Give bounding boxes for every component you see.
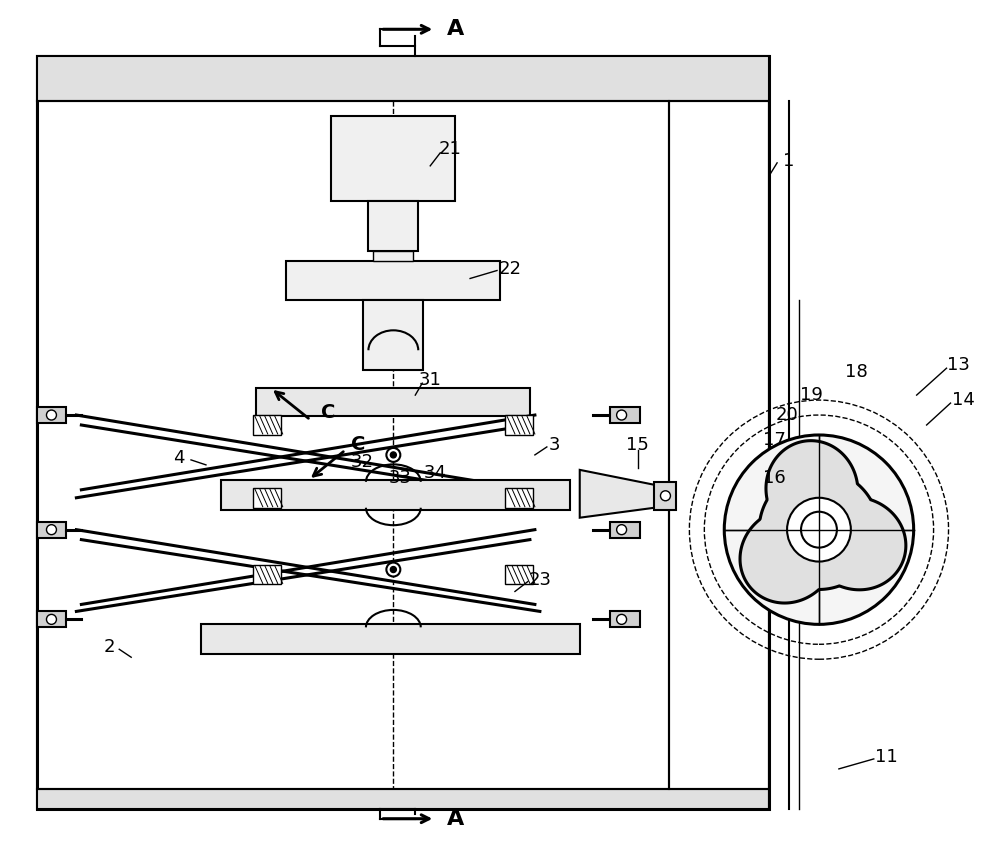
Polygon shape — [740, 440, 906, 603]
Text: 33: 33 — [389, 469, 412, 486]
Bar — [505, 488, 533, 508]
Bar — [373, 251, 413, 261]
Text: 32: 32 — [351, 453, 374, 471]
Text: 18: 18 — [845, 363, 868, 381]
Text: 34: 34 — [424, 464, 447, 482]
Bar — [37, 407, 66, 423]
Bar — [253, 415, 281, 435]
Bar — [505, 415, 533, 435]
Bar — [610, 407, 640, 423]
Circle shape — [787, 498, 851, 562]
Circle shape — [390, 452, 396, 458]
Circle shape — [724, 435, 914, 624]
Bar — [368, 201, 418, 251]
Circle shape — [617, 615, 627, 624]
Text: 21: 21 — [439, 140, 462, 158]
Bar — [253, 488, 281, 508]
Bar — [221, 480, 570, 510]
Bar — [654, 482, 676, 510]
Text: 15: 15 — [626, 436, 649, 454]
Text: 13: 13 — [947, 357, 970, 374]
Text: 23: 23 — [528, 570, 551, 588]
Circle shape — [617, 410, 627, 420]
Bar — [253, 564, 281, 585]
Circle shape — [46, 410, 56, 420]
Circle shape — [801, 512, 837, 547]
Text: 19: 19 — [800, 386, 822, 404]
Bar — [37, 789, 769, 809]
Text: 17: 17 — [763, 431, 786, 449]
Text: 4: 4 — [173, 449, 185, 467]
Bar — [37, 56, 769, 101]
Circle shape — [46, 525, 56, 534]
Polygon shape — [580, 470, 654, 518]
Circle shape — [46, 615, 56, 624]
Bar — [201, 624, 580, 654]
Text: 2: 2 — [104, 639, 115, 657]
Text: 11: 11 — [875, 748, 898, 766]
Circle shape — [787, 498, 851, 562]
Text: 31: 31 — [419, 371, 442, 389]
Bar — [669, 101, 769, 789]
Bar — [286, 261, 500, 300]
Text: C: C — [321, 403, 336, 422]
Bar — [363, 300, 423, 370]
Circle shape — [390, 567, 396, 573]
Text: 22: 22 — [498, 260, 521, 278]
Bar — [256, 388, 530, 416]
Text: 14: 14 — [952, 391, 975, 409]
Circle shape — [660, 491, 670, 501]
Bar — [37, 56, 769, 809]
Circle shape — [617, 525, 627, 534]
Circle shape — [386, 563, 400, 576]
Bar — [610, 611, 640, 628]
Circle shape — [386, 448, 400, 462]
Text: 1: 1 — [783, 152, 795, 170]
Text: 20: 20 — [776, 406, 798, 424]
Text: A: A — [447, 809, 464, 828]
Text: 16: 16 — [763, 469, 785, 486]
Bar — [331, 116, 455, 201]
Bar — [37, 101, 669, 789]
Text: C: C — [351, 435, 366, 455]
Bar — [37, 522, 66, 538]
Bar — [610, 522, 640, 538]
Bar — [37, 611, 66, 628]
Text: A: A — [447, 20, 464, 39]
Text: 3: 3 — [549, 436, 561, 454]
Bar — [505, 564, 533, 585]
